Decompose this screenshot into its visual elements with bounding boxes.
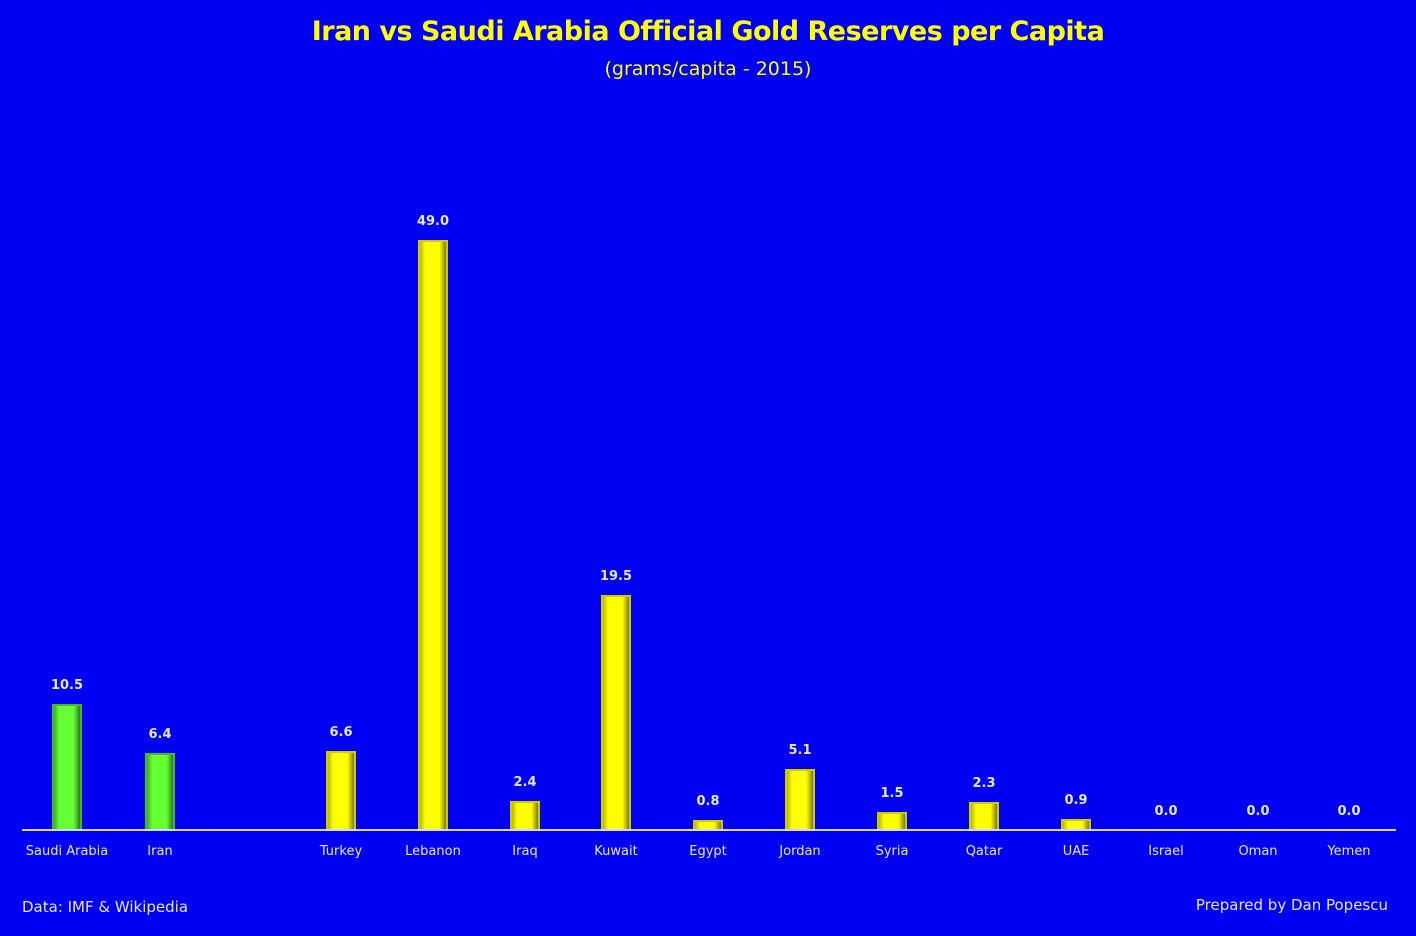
data-label: 10.5 bbox=[50, 678, 84, 693]
x-tick-label: Saudi Arabia bbox=[25, 844, 109, 859]
x-tick-label: Iran bbox=[147, 844, 173, 859]
data-label: 49.0 bbox=[416, 214, 450, 229]
data-label: 6.6 bbox=[329, 725, 353, 740]
x-tick-label: Turkey bbox=[319, 844, 363, 859]
chart-title: Iran vs Saudi Arabia Official Gold Reser… bbox=[311, 16, 1105, 47]
x-tick-label: Syria bbox=[875, 844, 909, 859]
x-tick-label: Iraq bbox=[512, 844, 538, 859]
data-label: 6.4 bbox=[148, 727, 172, 742]
bar-uae bbox=[1061, 819, 1091, 830]
bar-syria bbox=[877, 812, 907, 830]
x-tick-label: Lebanon bbox=[405, 844, 461, 859]
data-label: 0.9 bbox=[1064, 793, 1088, 808]
data-label: 0.0 bbox=[1154, 804, 1178, 819]
x-tick-label: Israel bbox=[1148, 844, 1184, 859]
data-label: 1.5 bbox=[880, 786, 904, 801]
x-tick-label: UAE bbox=[1062, 844, 1090, 859]
bar-jordan bbox=[785, 769, 815, 830]
data-label: 0.0 bbox=[1337, 804, 1361, 819]
data-label: 5.1 bbox=[788, 743, 812, 758]
data-label: 19.5 bbox=[599, 569, 633, 584]
x-tick-label: Kuwait bbox=[594, 844, 638, 859]
x-tick-label: Egypt bbox=[689, 844, 727, 859]
bar-turkey bbox=[326, 751, 356, 830]
bar-egypt bbox=[693, 820, 723, 830]
data-label: 0.8 bbox=[696, 794, 720, 809]
bar-iran bbox=[145, 753, 175, 830]
bar-lebanon bbox=[418, 240, 448, 830]
x-tick-label: Oman bbox=[1238, 844, 1278, 859]
x-tick-label: Yemen bbox=[1327, 844, 1371, 859]
data-source-note: Data: IMF & Wikipedia bbox=[22, 898, 189, 916]
data-label: 2.3 bbox=[972, 776, 996, 791]
author-credit: Prepared by Dan Popescu bbox=[1195, 896, 1388, 914]
chart-subtitle: (grams/capita - 2015) bbox=[604, 58, 812, 80]
bar-qatar bbox=[969, 802, 999, 830]
x-axis-line bbox=[22, 829, 1396, 831]
data-label: 0.0 bbox=[1246, 804, 1270, 819]
bar-iraq bbox=[510, 801, 540, 830]
bar-kuwait bbox=[601, 595, 631, 830]
data-label: 2.4 bbox=[513, 775, 537, 790]
x-tick-label: Jordan bbox=[779, 844, 821, 859]
bar-saudi-arabia bbox=[52, 704, 82, 830]
x-tick-label: Qatar bbox=[965, 844, 1003, 859]
